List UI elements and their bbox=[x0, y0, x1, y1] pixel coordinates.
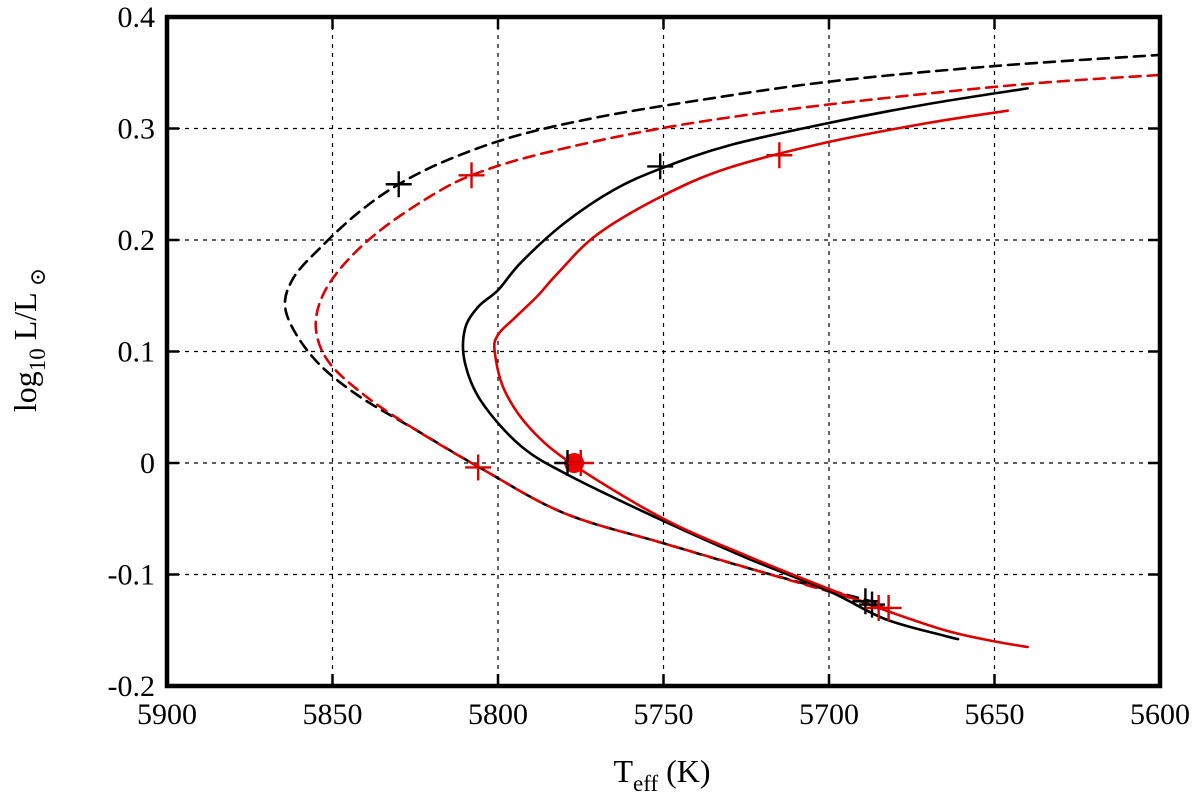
y-tick-label: 0 bbox=[140, 447, 155, 480]
cross-marker bbox=[465, 454, 492, 481]
cross-marker bbox=[859, 591, 886, 618]
x-tick-label: 5700 bbox=[799, 698, 859, 731]
y-axis-label: log10 L/L ⊙ bbox=[7, 268, 50, 412]
x-tick-label: 5850 bbox=[303, 698, 363, 731]
x-tick-label: 5650 bbox=[965, 698, 1025, 731]
x-axis-label-main: T bbox=[613, 753, 633, 789]
cross-marker bbox=[647, 153, 674, 180]
y-axis-label-main: log bbox=[7, 371, 43, 412]
cross-marker bbox=[567, 450, 594, 476]
x-tick-label: 5600 bbox=[1130, 698, 1190, 731]
y-tick-label: 0.1 bbox=[118, 336, 156, 369]
y-tick-label: 0.3 bbox=[118, 113, 156, 146]
x-axis-label-unit: (K) bbox=[658, 753, 710, 789]
black-dashed-track bbox=[283, 53, 1160, 604]
x-tick-label: 5800 bbox=[468, 698, 528, 731]
black-solid-track bbox=[461, 87, 1029, 641]
y-tick-label: 0.2 bbox=[118, 224, 156, 257]
y-tick-label: -0.1 bbox=[108, 559, 156, 592]
axis-ticks: 5900 5850 5800 5750 5700 5650 5600 -0.2 -0.1 0 0.1… bbox=[108, 1, 1191, 731]
y-tick-label: -0.2 bbox=[108, 670, 156, 703]
series-group bbox=[283, 53, 1160, 649]
grid-lines bbox=[167, 17, 1160, 686]
y-axis-label-sub: 10 bbox=[25, 348, 50, 371]
x-tick-label: 5900 bbox=[137, 698, 197, 731]
red-solid-track bbox=[492, 109, 1029, 649]
cross-marker bbox=[385, 171, 412, 198]
marker-group bbox=[385, 142, 902, 621]
x-axis-label-sub: eff bbox=[633, 771, 658, 796]
cross-marker bbox=[766, 142, 793, 169]
y-axis-label-rest: L/L bbox=[7, 292, 43, 348]
y-axis-label-sun: ⊙ bbox=[25, 268, 50, 286]
cross-marker bbox=[875, 594, 902, 621]
y-tick-label: 0.4 bbox=[118, 1, 156, 34]
cross-marker bbox=[852, 588, 879, 615]
red-dashed-track bbox=[314, 73, 1160, 610]
x-tick-label: 5750 bbox=[634, 698, 694, 731]
x-axis-label: Teff (K) bbox=[613, 753, 710, 796]
cross-marker bbox=[458, 162, 485, 189]
